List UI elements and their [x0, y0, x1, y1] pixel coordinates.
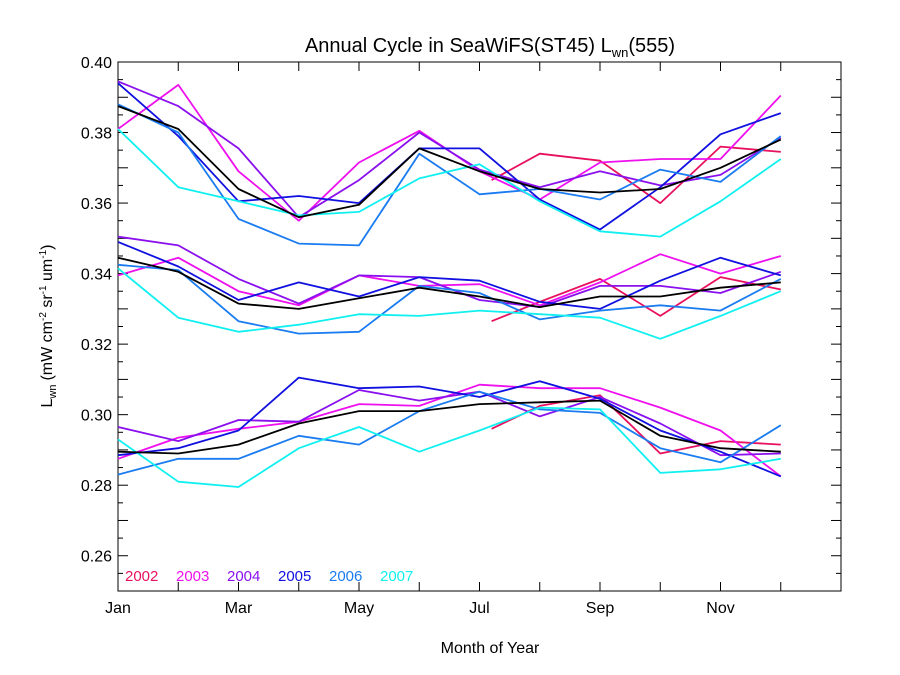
- y-tick-labels: 0.26 0.28 0.30 0.32 0.34 0.36 0.38 0.40: [81, 55, 112, 566]
- x-tick-label: Jan: [105, 600, 131, 617]
- y-tick-label: 0.30: [81, 408, 112, 425]
- legend-item-2004: 2004: [227, 568, 260, 585]
- chart-title: Annual Cycle in SeaWiFS(ST45) Lwn(555): [305, 35, 675, 60]
- series-line-2003: [117, 84, 782, 222]
- y-axis-label: Lwn(mW cm-2 sr-1 um-1): [38, 245, 59, 408]
- x-tick-label: Mar: [225, 600, 253, 617]
- series-line-2004: [117, 389, 781, 457]
- series-line-2006: [117, 103, 782, 247]
- series-line-mean: [117, 256, 781, 310]
- series-line-2004: [117, 80, 782, 219]
- x-tick-label: Nov: [706, 600, 734, 617]
- x-tick-label: May: [344, 600, 374, 617]
- y-tick-label: 0.38: [81, 126, 112, 143]
- legend-item-2005: 2005: [278, 568, 311, 585]
- x-tick-labels: Jan Mar May Jul Sep Nov: [105, 600, 735, 617]
- series-line-2007: [117, 128, 782, 238]
- x-tick-label: Sep: [586, 600, 615, 617]
- series-line-mean: [117, 399, 781, 455]
- series-line-2005: [117, 82, 782, 231]
- legend-item-2003: 2003: [176, 568, 209, 585]
- series-line-2007: [117, 406, 781, 488]
- y-tick-label: 0.34: [81, 267, 112, 284]
- legend: 2002 2003 2004 2005 2006 2007: [125, 568, 413, 585]
- series-line-2007: [117, 267, 782, 340]
- y-tick-label: 0.36: [81, 196, 112, 213]
- series-lines: [117, 80, 782, 488]
- y-tick-label: 0.40: [81, 55, 112, 72]
- legend-item-2002: 2002: [125, 568, 158, 585]
- series-line-2003: [117, 383, 782, 478]
- series-line-2005: [117, 241, 782, 310]
- axis-ticks: [117, 61, 842, 592]
- series-line-2006: [117, 390, 782, 476]
- y-tick-label: 0.26: [81, 549, 112, 566]
- x-axis-label: Month of Year: [441, 640, 540, 657]
- series-line-2005: [117, 376, 782, 478]
- y-tick-label: 0.32: [81, 337, 112, 354]
- legend-item-2007: 2007: [380, 568, 413, 585]
- series-line-2002: [491, 394, 781, 455]
- series-line-mean: [117, 105, 782, 219]
- plot-frame: [117, 61, 842, 592]
- legend-item-2006: 2006: [329, 568, 362, 585]
- x-tick-label: Jul: [469, 600, 489, 617]
- series-line-2006: [117, 263, 782, 335]
- series-line-2003: [117, 253, 782, 307]
- y-tick-label: 0.28: [81, 478, 112, 495]
